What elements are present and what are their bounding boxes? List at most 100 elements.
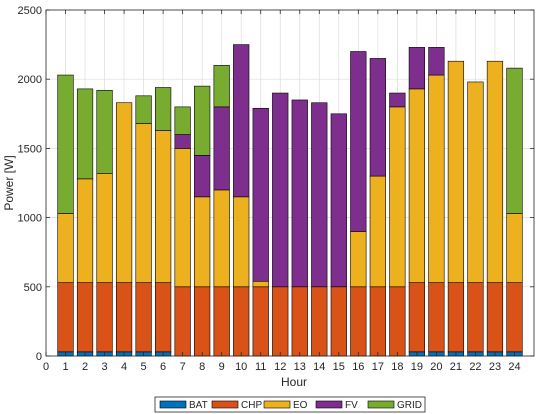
bar-chp-hour-13	[291, 286, 308, 357]
bar-chp-hour-7	[174, 286, 191, 357]
bar-fv-hour-19	[408, 47, 425, 90]
x-tick-label: 10	[235, 361, 247, 373]
x-tick-label: 3	[101, 361, 107, 373]
legend-label-grid: GRID	[397, 400, 422, 411]
bar-chp-hour-24	[506, 282, 523, 353]
bar-eo-hour-18	[389, 106, 406, 288]
bar-eo-hour-17	[369, 175, 386, 288]
legend-swatch-chp	[211, 400, 239, 409]
legend: BAT CHP EO FV GRID	[154, 396, 426, 413]
bars	[57, 44, 523, 357]
bar-eo-hour-24	[506, 213, 523, 283]
bar-chp-hour-16	[350, 286, 367, 357]
x-tick-label: 11	[255, 361, 266, 373]
bar-fv-hour-11	[252, 107, 269, 282]
y-tick-label: 0	[36, 351, 42, 363]
bar-fv-hour-7	[174, 134, 191, 149]
x-tick-label: 16	[352, 361, 364, 373]
x-tick-label: 7	[180, 361, 186, 373]
x-tick-label: 2	[82, 361, 88, 373]
legend-label-bat: BAT	[189, 400, 208, 411]
legend-label-eo: EO	[293, 400, 308, 411]
bar-chp-hour-20	[428, 282, 445, 353]
bar-eo-hour-6	[155, 130, 172, 283]
bar-chp-hour-22	[467, 282, 484, 353]
x-tick-label: 4	[121, 361, 127, 373]
y-tick-label: 2500	[18, 5, 42, 17]
bar-eo-hour-3	[96, 173, 113, 283]
bar-eo-hour-9	[213, 189, 230, 288]
bar-fv-hour-10	[233, 44, 250, 198]
x-tick-label: 20	[430, 361, 442, 373]
bar-grid-hour-6	[155, 87, 172, 131]
legend-swatch-bat	[159, 400, 187, 409]
bar-eo-hour-7	[174, 148, 191, 288]
x-tick-label: 13	[294, 361, 306, 373]
x-tick-label: 1	[62, 361, 68, 373]
bar-grid-hour-3	[96, 89, 113, 174]
x-tick-label: 19	[411, 361, 423, 373]
bar-eo-hour-8	[194, 196, 211, 288]
bar-grid-hour-1	[57, 74, 74, 214]
x-tick-label: 24	[508, 361, 520, 373]
x-tick-label: 14	[313, 361, 325, 373]
bar-grid-hour-24	[506, 67, 523, 214]
bar-fv-hour-12	[272, 92, 289, 288]
y-tick-label: 500	[24, 282, 42, 294]
bar-chp-hour-9	[213, 286, 230, 357]
bar-chp-hour-14	[311, 286, 328, 357]
bar-eo-hour-10	[233, 196, 250, 288]
bar-grid-hour-2	[76, 88, 94, 180]
bar-chp-hour-12	[272, 286, 289, 357]
bar-eo-hour-20	[428, 74, 445, 283]
bar-fv-hour-8	[194, 155, 211, 198]
x-tick-label: 18	[391, 361, 403, 373]
x-tick-label: 21	[450, 361, 462, 373]
x-tick-label: 0	[43, 361, 49, 373]
bar-eo-hour-1	[57, 213, 74, 283]
y-axis-label: Power [W]	[2, 155, 16, 210]
bar-fv-hour-17	[369, 58, 386, 177]
x-tick-label: 17	[372, 361, 384, 373]
bar-eo-hour-4	[115, 102, 133, 283]
bar-eo-hour-5	[135, 123, 152, 283]
legend-label-fv: FV	[345, 400, 358, 411]
bar-grid-hour-8	[194, 85, 211, 156]
bar-chp-hour-23	[486, 282, 504, 353]
bar-chp-hour-2	[76, 282, 94, 353]
y-tick-label: 2000	[18, 74, 42, 86]
y-axis-ticks: 0 500 1000 1500 2000 2500	[18, 5, 534, 363]
bar-chp-hour-15	[330, 286, 347, 357]
x-tick-label: 6	[160, 361, 166, 373]
y-tick-label: 1500	[18, 143, 42, 155]
bar-chp-hour-5	[135, 282, 152, 353]
bar-chp-hour-17	[369, 286, 386, 357]
legend-swatch-fv	[315, 400, 343, 409]
bar-fv-hour-9	[213, 106, 230, 191]
bar-chp-hour-19	[408, 282, 425, 353]
bar-fv-hour-20	[428, 47, 445, 76]
bar-grid-hour-5	[135, 95, 152, 124]
bar-chp-hour-18	[389, 286, 406, 357]
bar-chp-hour-11	[252, 286, 269, 357]
bar-fv-hour-14	[311, 102, 328, 288]
bar-fv-hour-13	[291, 99, 308, 288]
bar-chp-hour-21	[447, 282, 465, 353]
bar-eo-hour-21	[447, 60, 465, 283]
bar-chp-hour-8	[194, 286, 211, 357]
legend-swatch-grid	[367, 400, 395, 409]
legend-label-chp: CHP	[241, 400, 262, 411]
x-tick-label: 12	[274, 361, 286, 373]
y-tick-label: 1000	[18, 213, 42, 225]
bar-fv-hour-18	[389, 92, 406, 108]
bar-eo-hour-11	[252, 280, 269, 288]
x-tick-label: 22	[469, 361, 481, 373]
bar-chp-hour-3	[96, 282, 113, 353]
plot-frame	[45, 9, 535, 357]
bar-eo-hour-2	[76, 178, 94, 283]
bar-grid-hour-9	[213, 65, 230, 108]
legend-swatch-eo	[263, 400, 291, 409]
bar-chp-hour-1	[57, 282, 74, 353]
x-tick-label: 23	[489, 361, 501, 373]
